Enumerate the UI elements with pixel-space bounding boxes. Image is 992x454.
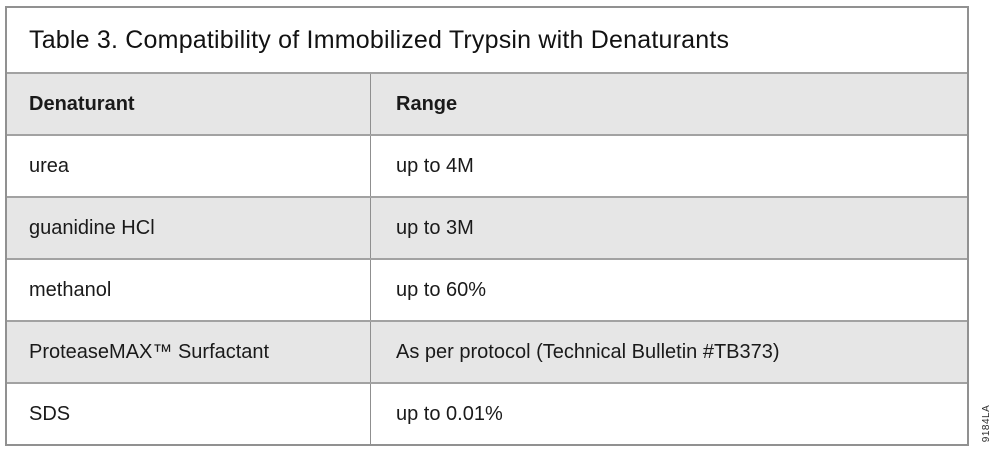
cell-range: up to 0.01% [396, 402, 503, 425]
cell-range: up to 4M [396, 154, 474, 177]
cell-denaturant: methanol [7, 260, 371, 320]
table-row: urea up to 4M [7, 134, 967, 196]
cell-denaturant: guanidine HCl [7, 198, 371, 258]
table-title: Table 3. Compatibility of Immobilized Tr… [7, 8, 967, 72]
table-row: methanol up to 60% [7, 258, 967, 320]
figure-code: 9184LA [980, 404, 992, 443]
cell-denaturant: urea [7, 136, 371, 196]
cell-range: up to 3M [396, 216, 474, 239]
table-row: ProteaseMAX™ Surfactant As per protocol … [7, 320, 967, 382]
cell-denaturant: SDS [7, 384, 371, 444]
table-row: SDS up to 0.01% [7, 382, 967, 444]
column-header-denaturant: Denaturant [7, 74, 371, 134]
table-header-row: Denaturant Range [7, 72, 967, 134]
cell-range: As per protocol (Technical Bulletin #TB3… [396, 340, 780, 363]
cell-denaturant: ProteaseMAX™ Surfactant [7, 322, 371, 382]
cell-range: up to 60% [396, 278, 487, 301]
column-header-range: Range [396, 92, 458, 115]
table-figure: Table 3. Compatibility of Immobilized Tr… [5, 6, 969, 446]
table-row: guanidine HCl up to 3M [7, 196, 967, 258]
